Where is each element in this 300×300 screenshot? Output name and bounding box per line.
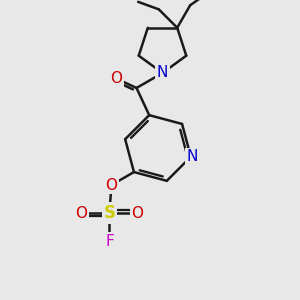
Text: S: S <box>103 204 116 222</box>
Text: O: O <box>75 206 87 220</box>
Text: F: F <box>105 233 114 248</box>
Text: N: N <box>186 149 197 164</box>
Text: N: N <box>157 65 168 80</box>
Text: O: O <box>131 206 143 220</box>
Text: O: O <box>111 71 123 86</box>
Text: O: O <box>105 178 117 193</box>
